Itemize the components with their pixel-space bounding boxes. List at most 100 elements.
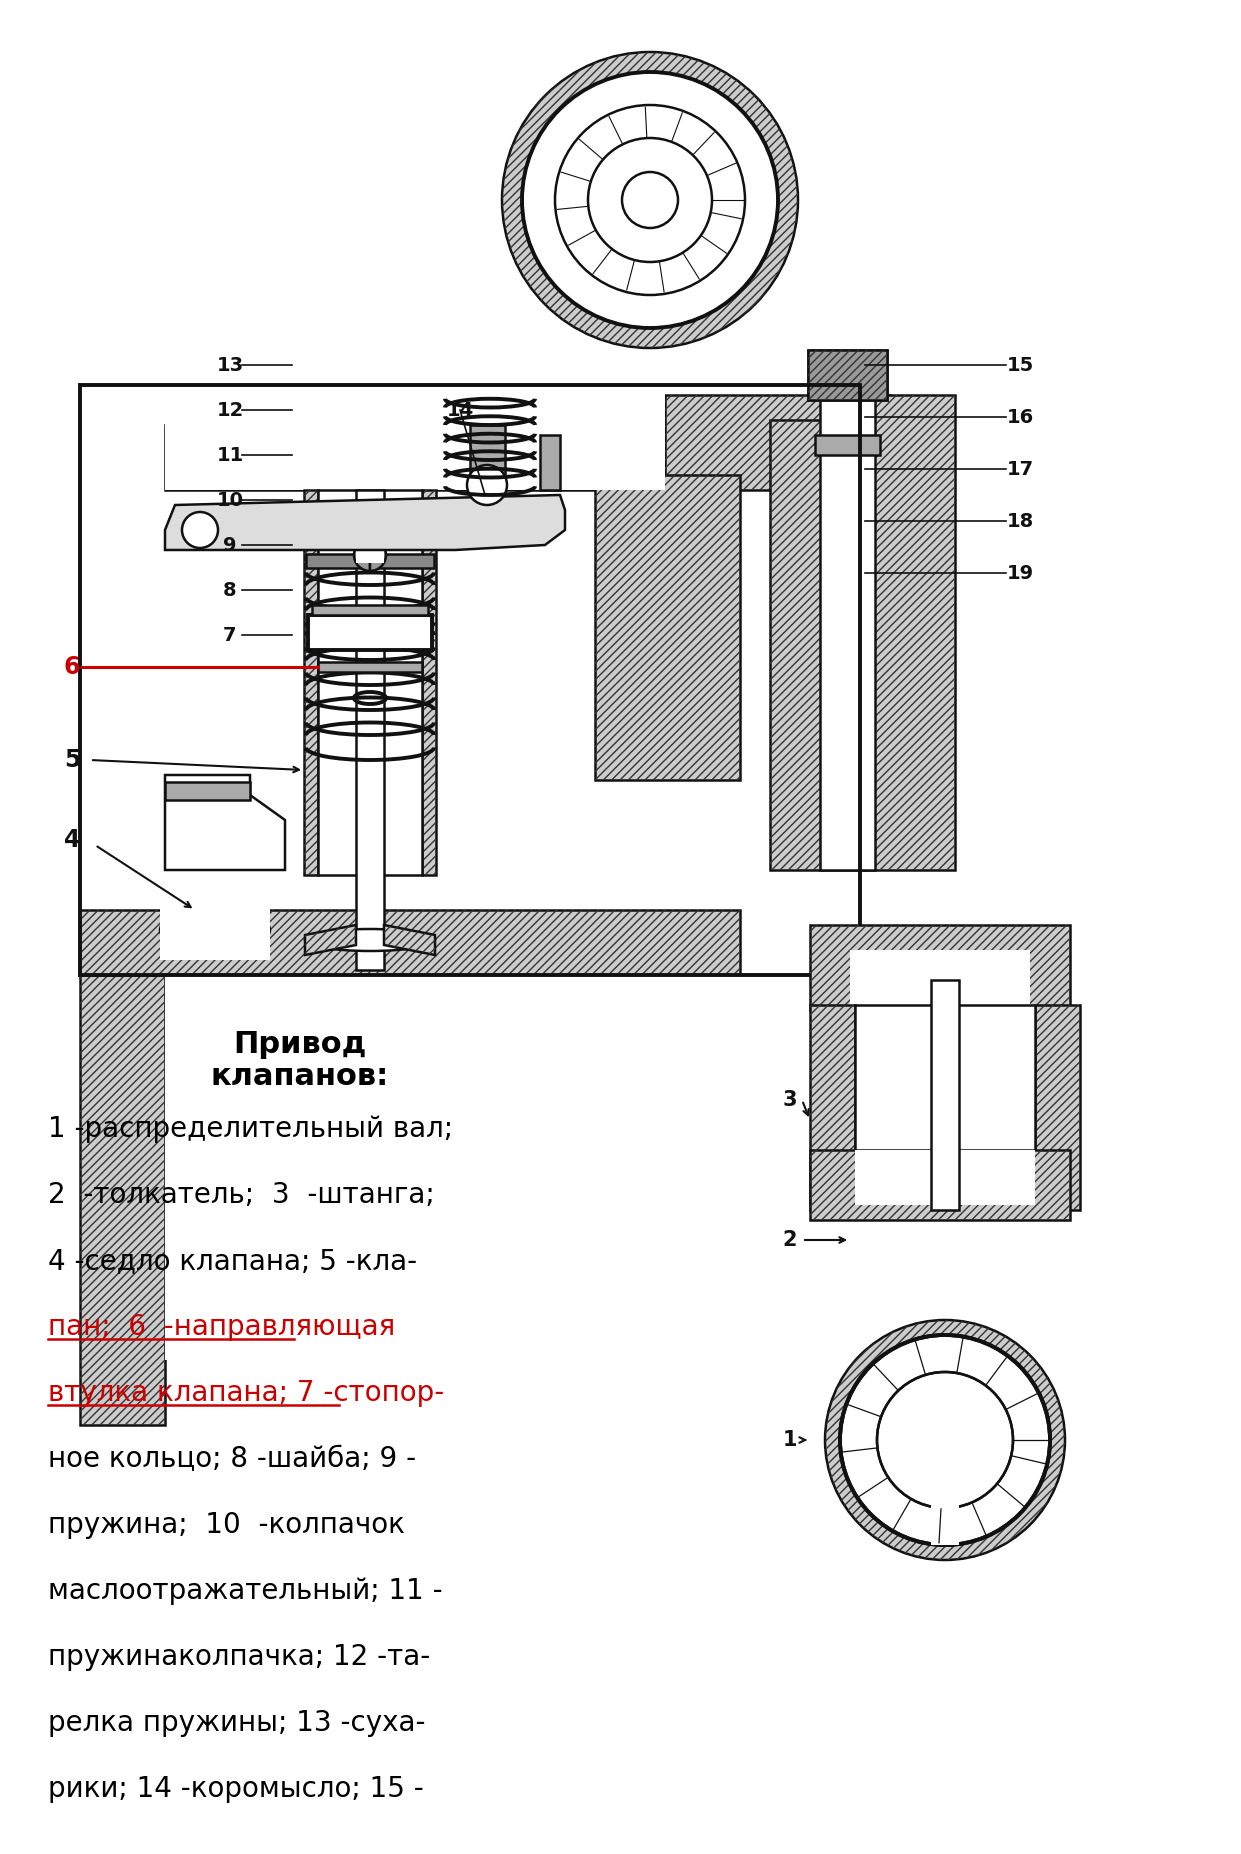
Bar (810, 925, 1070, 1010)
Text: 5: 5 (63, 747, 81, 771)
Text: 13: 13 (216, 356, 243, 375)
Text: ное кольцо; 8 -шайба; 9 -: ное кольцо; 8 -шайба; 9 - (48, 1444, 416, 1472)
Bar (808, 350, 887, 400)
Text: 15: 15 (1006, 356, 1034, 375)
Text: 9: 9 (223, 536, 237, 554)
Bar (810, 1149, 1070, 1220)
Bar (810, 1005, 855, 1211)
Bar (1035, 1005, 1080, 1211)
Bar (931, 1441, 959, 1544)
Bar (304, 489, 318, 875)
Text: релка пружины; 13 -суха-: релка пружины; 13 -суха- (48, 1709, 426, 1737)
Ellipse shape (305, 929, 436, 951)
Bar (855, 1005, 1035, 1211)
Text: пружина;  10  -колпачок: пружина; 10 -колпачок (48, 1511, 405, 1539)
Bar (931, 981, 959, 1211)
Circle shape (622, 172, 678, 228)
Text: 3: 3 (783, 1090, 797, 1111)
Bar (422, 489, 436, 875)
Bar (318, 662, 422, 671)
Bar (304, 489, 318, 875)
Text: Привод: Привод (233, 1031, 366, 1059)
Circle shape (825, 1320, 1065, 1559)
Text: втулка клапана; 7 -стопор-: втулка клапана; 7 -стопор- (48, 1379, 444, 1407)
Text: 4: 4 (63, 829, 81, 853)
Bar (865, 395, 956, 870)
Bar (308, 616, 432, 651)
Text: рики; 14 -коромысло; 15 -: рики; 14 -коромысло; 15 - (48, 1774, 423, 1802)
Text: 2  -толкатель;  3  -штанга;: 2 -толкатель; 3 -штанга; (48, 1181, 434, 1209)
Ellipse shape (160, 908, 271, 951)
Circle shape (555, 106, 745, 295)
Bar (850, 949, 1030, 1010)
Bar (810, 1005, 855, 1211)
Text: 8: 8 (223, 580, 237, 599)
Text: маслоотражательный; 11 -: маслоотражательный; 11 - (48, 1578, 443, 1606)
Text: 1 -распределительный вал;: 1 -распределительный вал; (48, 1114, 453, 1144)
Bar (769, 421, 865, 870)
Circle shape (588, 137, 712, 261)
Bar (855, 1149, 1035, 1205)
Bar (810, 1149, 1070, 1220)
Text: 2: 2 (783, 1229, 797, 1250)
Bar (79, 910, 740, 975)
Bar (1035, 1005, 1080, 1211)
Bar (808, 350, 887, 400)
Bar (307, 554, 434, 567)
Text: 16: 16 (1006, 408, 1034, 426)
Text: 17: 17 (1006, 460, 1034, 478)
Bar (810, 925, 1070, 1010)
Bar (815, 436, 880, 454)
Bar (165, 782, 249, 799)
Bar (79, 975, 165, 1426)
Bar (594, 475, 740, 781)
Text: 10: 10 (216, 491, 243, 510)
Bar (820, 389, 875, 870)
Circle shape (877, 1372, 1013, 1507)
Circle shape (182, 512, 218, 549)
Bar (665, 395, 890, 489)
Text: 6: 6 (63, 654, 81, 679)
Bar (165, 224, 665, 489)
Polygon shape (383, 925, 436, 955)
Text: 12: 12 (216, 400, 243, 419)
Bar (594, 475, 740, 781)
Bar (470, 425, 505, 486)
Text: 19: 19 (1006, 564, 1034, 582)
Bar (318, 489, 422, 875)
Circle shape (522, 72, 778, 328)
Wedge shape (370, 540, 386, 571)
Text: 1: 1 (783, 1429, 797, 1450)
Bar (422, 489, 436, 875)
Polygon shape (305, 925, 356, 955)
Bar (356, 547, 383, 564)
Bar (79, 975, 165, 1426)
Text: 7: 7 (223, 625, 237, 645)
Text: 18: 18 (1006, 512, 1034, 530)
Polygon shape (165, 775, 285, 870)
Bar (60, 410, 961, 970)
Text: пружинаколпачка; 12 -та-: пружинаколпачка; 12 -та- (48, 1643, 431, 1670)
Text: клапанов:: клапанов: (211, 1062, 390, 1090)
Text: 14: 14 (447, 400, 474, 419)
Text: 4 -седло клапана; 5 -кла-: 4 -седло клапана; 5 -кла- (48, 1248, 417, 1276)
Bar (865, 395, 956, 870)
Text: 11: 11 (216, 445, 243, 465)
Bar (165, 425, 665, 489)
Bar (160, 899, 271, 960)
Bar (79, 910, 740, 975)
Polygon shape (165, 495, 565, 551)
Circle shape (503, 52, 798, 349)
Bar (769, 421, 865, 870)
Circle shape (840, 1335, 1050, 1544)
Circle shape (467, 465, 508, 504)
Wedge shape (354, 540, 370, 571)
Bar (665, 395, 890, 489)
Bar (79, 386, 860, 975)
Text: пан;  6  -направляющая: пан; 6 -направляющая (48, 1313, 395, 1340)
Bar (808, 350, 887, 400)
Bar (165, 975, 759, 1361)
Bar (356, 489, 383, 970)
Bar (540, 436, 560, 489)
Bar (311, 604, 428, 616)
